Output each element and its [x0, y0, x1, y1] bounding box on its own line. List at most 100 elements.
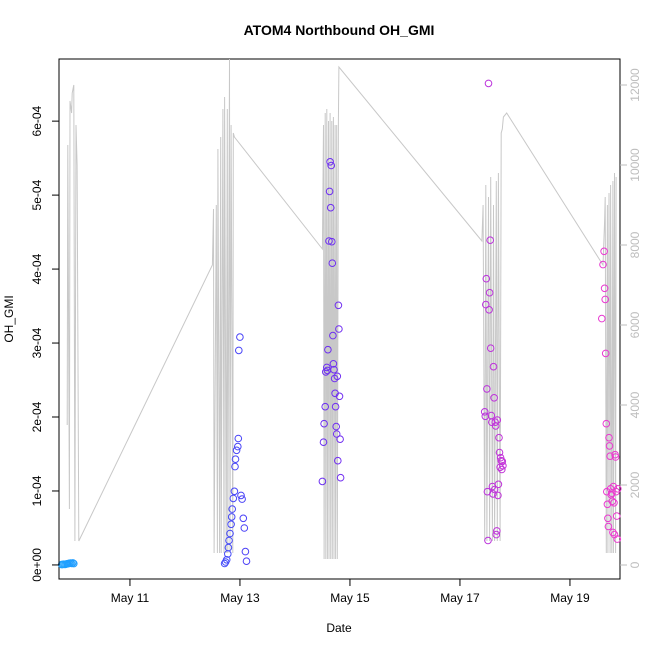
data-point — [228, 505, 236, 513]
data-point — [236, 333, 244, 341]
y2-tick-label: 6000 — [628, 311, 642, 338]
data-point — [69, 559, 77, 567]
data-point — [231, 462, 239, 471]
data-point — [606, 452, 614, 461]
data-point — [230, 487, 239, 496]
data-point — [333, 372, 342, 381]
y-axis: 0e+00 1e-04 2e-04 3e-04 4e-04 5e-04 6e-04 — [30, 105, 60, 582]
data-point — [235, 346, 243, 355]
data-point — [498, 465, 506, 474]
data-point — [234, 434, 243, 443]
data-point — [614, 485, 622, 493]
data-point — [336, 473, 345, 482]
data-point — [330, 365, 338, 374]
data-point — [238, 495, 246, 503]
y-axis-label: OH_GMI — [2, 295, 16, 342]
series-2 — [220, 333, 251, 568]
data-point — [332, 430, 341, 438]
x-tick-label: May 19 — [550, 591, 590, 605]
data-point — [480, 408, 489, 416]
data-point — [334, 456, 342, 465]
data-point — [224, 543, 233, 552]
data-point — [610, 499, 618, 507]
data-point — [484, 536, 492, 545]
data-point — [489, 362, 498, 371]
data-point — [231, 455, 240, 464]
data-point — [600, 247, 608, 256]
data-point — [320, 419, 328, 428]
data-point — [493, 527, 501, 535]
data-point — [608, 497, 617, 506]
data-point — [335, 392, 344, 401]
x-axis: May 11 May 13 May 15 May 17 May 19 — [111, 579, 590, 605]
data-point — [227, 513, 236, 521]
data-point — [489, 490, 497, 498]
data-point — [70, 559, 78, 568]
data-point — [229, 494, 238, 503]
data-point — [494, 480, 503, 489]
data-point — [324, 345, 332, 354]
data-point — [598, 314, 606, 323]
y-tick-label: 2e-04 — [30, 401, 44, 432]
data-point — [334, 301, 343, 310]
y-tick-label: 1e-04 — [30, 475, 44, 506]
data-point — [239, 514, 248, 523]
data-point — [222, 556, 231, 564]
x-tick-label: May 17 — [440, 591, 480, 605]
chart-title: ATOM4 Northbound OH_GMI — [244, 22, 435, 38]
data-point — [232, 446, 241, 455]
y-tick-label: 0e+00 — [30, 548, 44, 582]
series-4 — [480, 79, 507, 545]
data-point — [604, 514, 612, 523]
y2-tick-label: 2000 — [628, 471, 642, 498]
data-point — [491, 418, 500, 427]
data-point — [481, 412, 490, 421]
y2-tick-label: 10000 — [628, 148, 642, 182]
data-point — [325, 187, 334, 196]
data-point — [495, 433, 503, 442]
data-point — [600, 284, 609, 293]
data-point — [492, 530, 501, 539]
data-point — [613, 535, 622, 543]
data-point — [226, 529, 234, 538]
points-layer — [57, 79, 622, 569]
data-point — [328, 259, 337, 268]
altitude-line — [66, 58, 617, 560]
data-point — [336, 435, 344, 444]
y2-tick-label: 12000 — [628, 68, 642, 102]
data-point — [496, 453, 505, 462]
data-point — [323, 363, 331, 372]
data-point — [612, 512, 621, 520]
data-point — [332, 422, 341, 431]
data-point — [490, 485, 499, 494]
altitude-line-layer — [66, 58, 617, 560]
series-3 — [318, 158, 345, 486]
data-point — [498, 457, 507, 466]
y2-tick-label: 0 — [628, 561, 642, 568]
data-point — [220, 559, 229, 568]
data-point — [329, 331, 337, 340]
data-point — [326, 158, 334, 166]
x-tick-label: May 11 — [111, 591, 150, 605]
data-point — [486, 236, 495, 244]
data-point — [326, 203, 335, 212]
data-point — [483, 385, 491, 393]
data-point — [240, 524, 249, 532]
x-axis-label: Date — [326, 621, 352, 635]
data-point — [325, 237, 333, 245]
y-tick-label: 5e-04 — [30, 179, 44, 210]
data-point — [605, 433, 613, 442]
data-point — [329, 360, 338, 368]
data-point — [318, 477, 327, 486]
y-tick-label: 6e-04 — [30, 105, 44, 136]
data-point — [490, 394, 498, 402]
data-point — [599, 260, 607, 269]
data-point — [499, 462, 507, 470]
data-point — [611, 453, 620, 461]
x-tick-label: May 13 — [220, 591, 260, 605]
data-point — [227, 520, 235, 529]
data-point — [234, 442, 242, 451]
data-point — [321, 402, 330, 411]
x-tick-label: May 15 — [330, 591, 370, 605]
